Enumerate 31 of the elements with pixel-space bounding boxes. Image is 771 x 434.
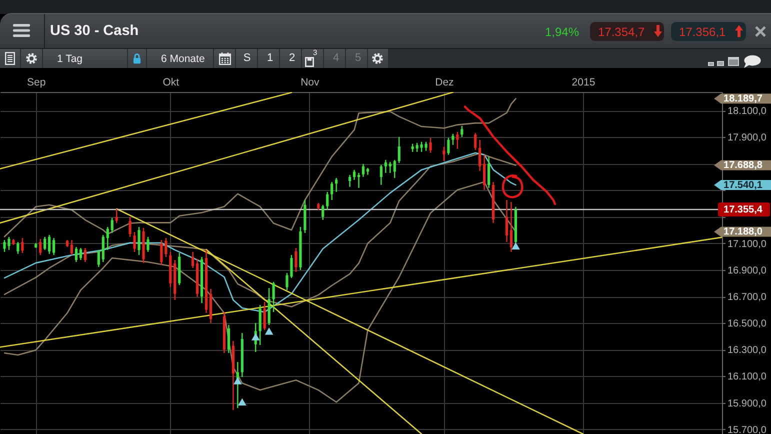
y-tick-label: 15.900,0 [728,398,767,410]
x-tick-label: Okt [162,76,180,88]
text: 18.189,7 [724,94,763,105]
x-tick-label: Dez [435,76,454,88]
text: 17.356,1 [679,25,726,39]
text: 1 [266,52,274,64]
x-tick-label: Nov [300,76,320,88]
y-tick-label: 18.100,0 [728,106,767,118]
text: 17.188,0 [724,226,763,238]
text: S [243,52,251,64]
ref-line-label: 17.355,4 [724,204,763,216]
text: 1,94% [545,25,580,39]
text: 17.688,8 [724,160,763,172]
y-tick-label: 16.700,0 [728,292,767,304]
y-tick-label: 16.900,0 [728,265,767,276]
text: 5 [354,52,362,64]
x-tick-label: Sep [27,76,46,88]
y-tick-label: 16.500,0 [728,318,767,330]
y-tick-label: 17.100,0 [728,238,767,250]
y-tick-label: 16.100,0 [728,372,767,383]
y-tick-label: 17.900,0 [728,132,767,144]
text: 1 Tag [57,53,82,65]
chart-title: US 30 - Cash [50,23,139,39]
text: 17.354,7 [598,25,645,39]
x-tick-label: 2015 [572,76,596,88]
text: 6 Monate [161,53,205,65]
text: 17.540,1 [724,180,763,191]
y-tick-label: 15.700,0 [728,424,767,434]
text: 4 [332,52,340,64]
text: 2 [288,52,296,64]
y-tick-label: 16.300,0 [728,345,767,356]
